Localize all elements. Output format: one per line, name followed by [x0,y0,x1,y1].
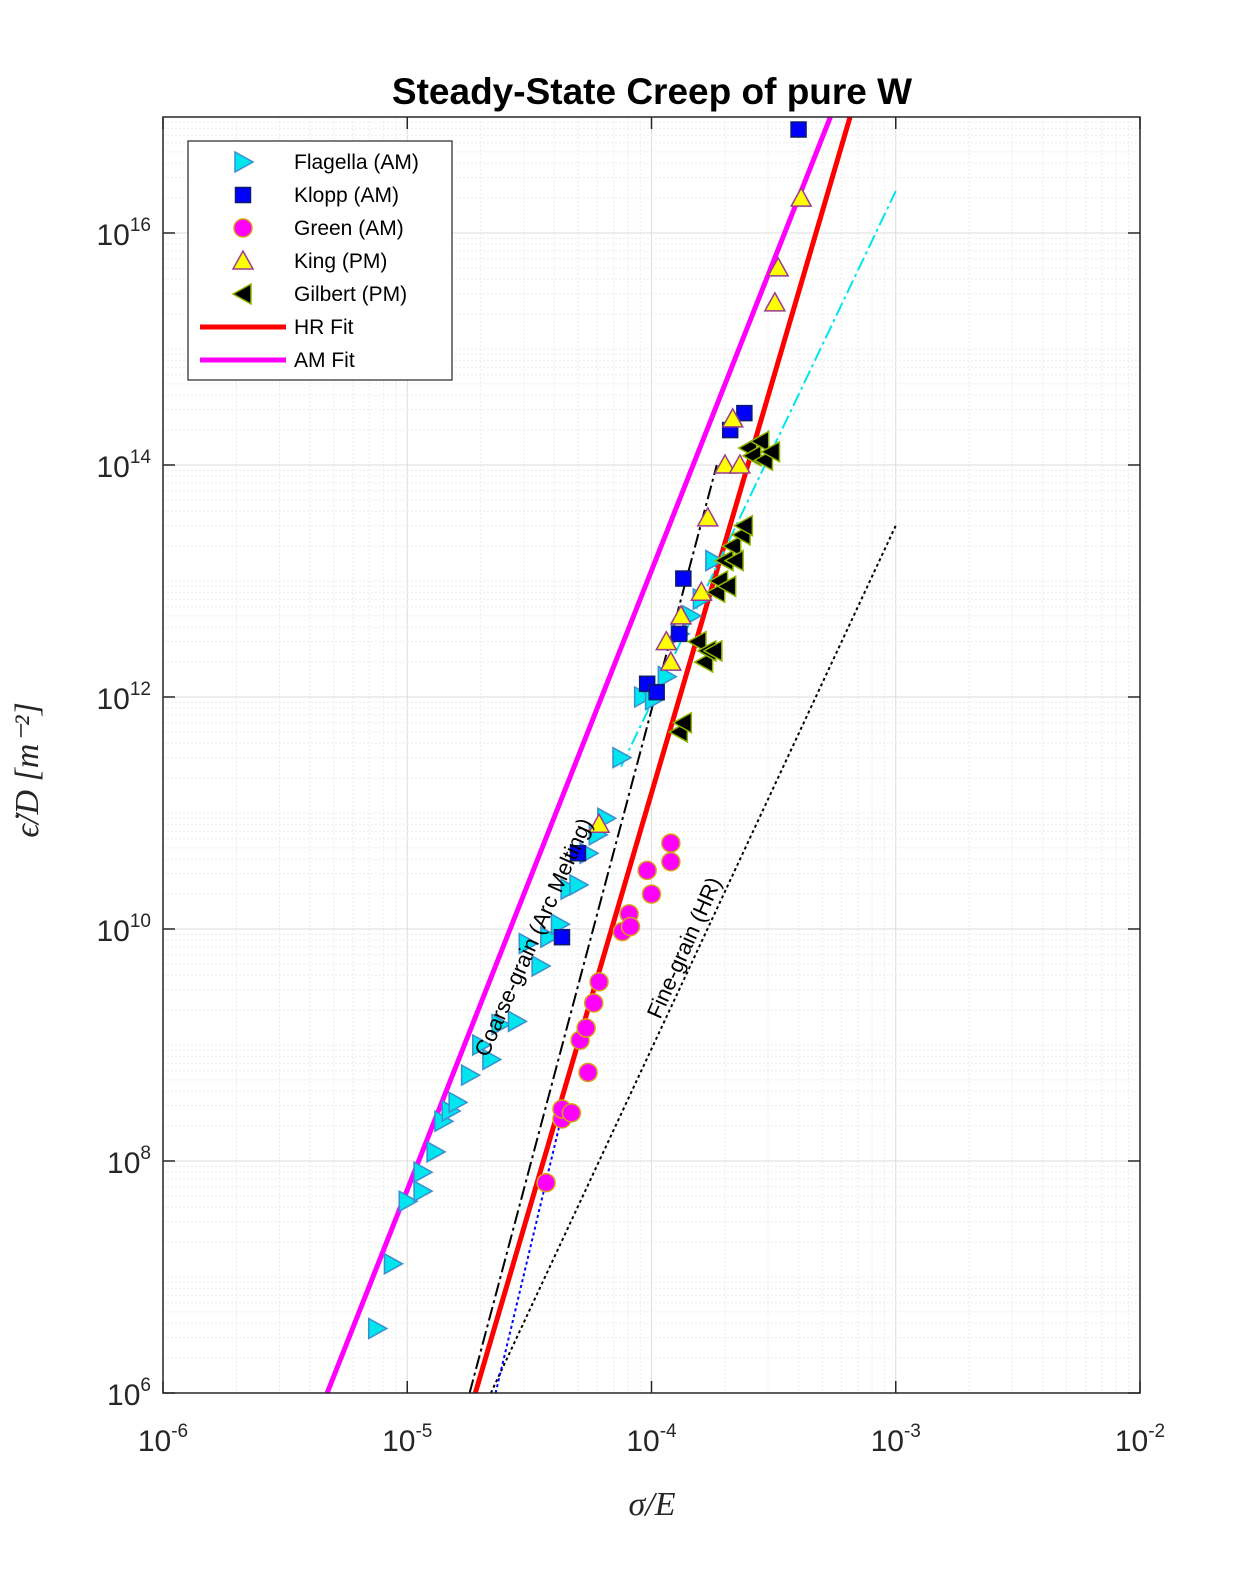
data-point [637,860,657,881]
data-point [448,1091,469,1114]
data-point [763,291,787,312]
data-point [690,580,713,601]
y-axis-label: ϵ̇/D [m⁻²] [9,702,46,837]
data-point [713,453,737,474]
y-tick-label: 1016 [96,215,151,252]
data-point [749,430,770,453]
data-point [426,1140,447,1164]
data-point [583,993,604,1013]
data-point [661,851,681,872]
y-tick-label: 106 [107,1375,151,1412]
x-tick-label: 10-4 [626,1421,677,1458]
data-point [460,1063,482,1087]
data-point [675,570,692,587]
data-point [669,604,693,625]
data-point [413,1160,434,1184]
data-point [367,1317,389,1340]
data-point [536,1172,556,1193]
data-point [671,625,688,643]
data-point [759,440,781,464]
legend-marker [231,282,252,306]
series-line-hr-fit [472,117,853,1393]
series-green-am- [536,833,681,1193]
data-point [655,630,678,651]
data-point [518,932,539,955]
data-point [716,575,737,598]
legend-label: HR Fit [294,316,354,339]
series-king-pm- [587,186,813,833]
data-point [790,121,807,138]
data-point [482,1048,503,1071]
data-point [383,1252,405,1276]
data-point [531,954,552,978]
data-point [507,1010,529,1033]
y-tick-label: 1012 [96,679,151,716]
data-point [657,665,678,688]
data-point [648,683,665,701]
y-tick-label: 108 [107,1143,151,1180]
data-point [686,630,707,653]
data-point [696,506,720,527]
legend-label: Gilbert (PM) [294,283,407,306]
legend-marker [234,150,255,174]
data-point [569,844,587,862]
x-tick-label: 10-3 [871,1421,921,1458]
legend-label: Flagella (AM) [294,151,419,174]
x-tick-label: 10-5 [382,1421,432,1458]
data-point [736,404,753,422]
legend-label: AM Fit [294,349,355,372]
data-point [472,1033,493,1057]
chart-title: Steady-State Creep of pure W [392,71,912,112]
legend-label: Green (AM) [294,217,404,240]
legend-marker [234,186,252,204]
legend-marker [231,249,255,270]
data-point [413,1179,434,1203]
data-point [728,453,752,474]
series-gilbert-pm- [667,430,781,744]
data-point [578,1062,598,1083]
x-axis-label: σ/E [629,1486,676,1523]
series-line-am-fit [324,117,833,1393]
data-point [659,650,683,671]
data-point [671,711,693,735]
data-point [723,549,744,572]
legend-box [187,140,453,381]
x-tick-label: 10-6 [138,1421,188,1458]
legend-label: King (PM) [294,250,387,273]
data-point [576,1018,596,1038]
data-point [587,812,611,833]
data-point [612,746,633,769]
data-points-layer [367,121,813,1340]
data-point [766,256,790,277]
data-point [721,407,744,428]
data-point [569,873,590,897]
data-point [641,884,662,904]
data-point [789,186,813,207]
axis-ticks-layer: 10-6 10-5 10-4 10-3 10-2 106 108 1010 1012 1014 10… [96,117,1165,1458]
data-point [721,534,742,558]
x-tick-label: 10-2 [1115,1421,1165,1458]
legend-label: Klopp (AM) [294,184,399,207]
data-point [589,972,609,992]
data-point [732,514,754,537]
data-point [398,1189,419,1213]
data-point [553,928,571,946]
data-point [702,639,723,663]
y-tick-label: 1014 [96,447,151,484]
data-point [491,1013,512,1036]
data-point [561,1103,582,1123]
reference-line-5 [494,1114,563,1393]
data-point [540,925,561,949]
data-point [620,916,641,937]
legend-marker [233,218,253,238]
y-tick-label: 1010 [96,911,151,948]
data-point [661,833,681,853]
legend: Flagella (AM) Klopp (AM) Green (AM) King (P… [187,140,453,381]
